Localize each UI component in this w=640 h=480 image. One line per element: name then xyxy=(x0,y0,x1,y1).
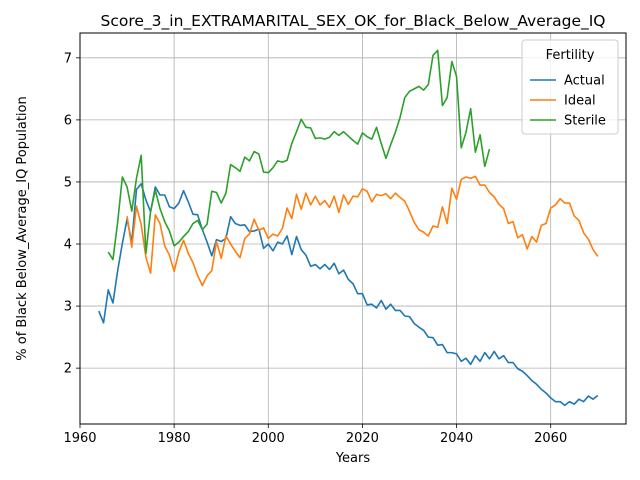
plot-frame xyxy=(79,32,627,425)
series-line-sterile xyxy=(107,49,491,261)
y-tick-label: 2 xyxy=(64,362,72,377)
y-axis-ticks: 2 3 4 5 6 7 xyxy=(64,51,80,377)
y-tick-label: 5 xyxy=(64,175,72,190)
x-axis-label: Years xyxy=(335,451,371,466)
series-line-ideal xyxy=(126,175,599,287)
series-line-actual xyxy=(98,183,599,407)
x-tick-label: 2040 xyxy=(440,431,473,446)
x-tick-label: 2020 xyxy=(346,431,379,446)
legend-title: Fertility xyxy=(546,48,595,63)
x-axis-ticks: 1960 1980 2000 2020 2040 2060 xyxy=(63,424,567,446)
x-tick-label: 1980 xyxy=(158,431,191,446)
y-tick-label: 7 xyxy=(64,51,72,66)
y-axis-label: % of Black Below_Average_IQ Population xyxy=(15,96,30,360)
y-tick-label: 3 xyxy=(64,300,72,315)
x-tick-label: 1960 xyxy=(63,431,96,446)
y-tick-label: 4 xyxy=(64,238,72,253)
legend-items: Actual Ideal Sterile xyxy=(530,74,606,129)
legend-box xyxy=(521,39,619,135)
legend: Fertility Actual Ideal Sterile xyxy=(521,39,619,135)
x-tick-label: 2000 xyxy=(252,431,285,446)
legend-label-actual: Actual xyxy=(564,74,605,89)
legend-label-sterile: Sterile xyxy=(564,114,606,129)
y-tick-label: 6 xyxy=(64,113,72,128)
chart-title: Score_3_in_EXTRAMARITAL_SEX_OK_for_Black… xyxy=(101,12,606,31)
x-tick-label: 2060 xyxy=(534,431,567,446)
legend-label-ideal: Ideal xyxy=(564,94,596,109)
series-lines xyxy=(98,49,599,407)
